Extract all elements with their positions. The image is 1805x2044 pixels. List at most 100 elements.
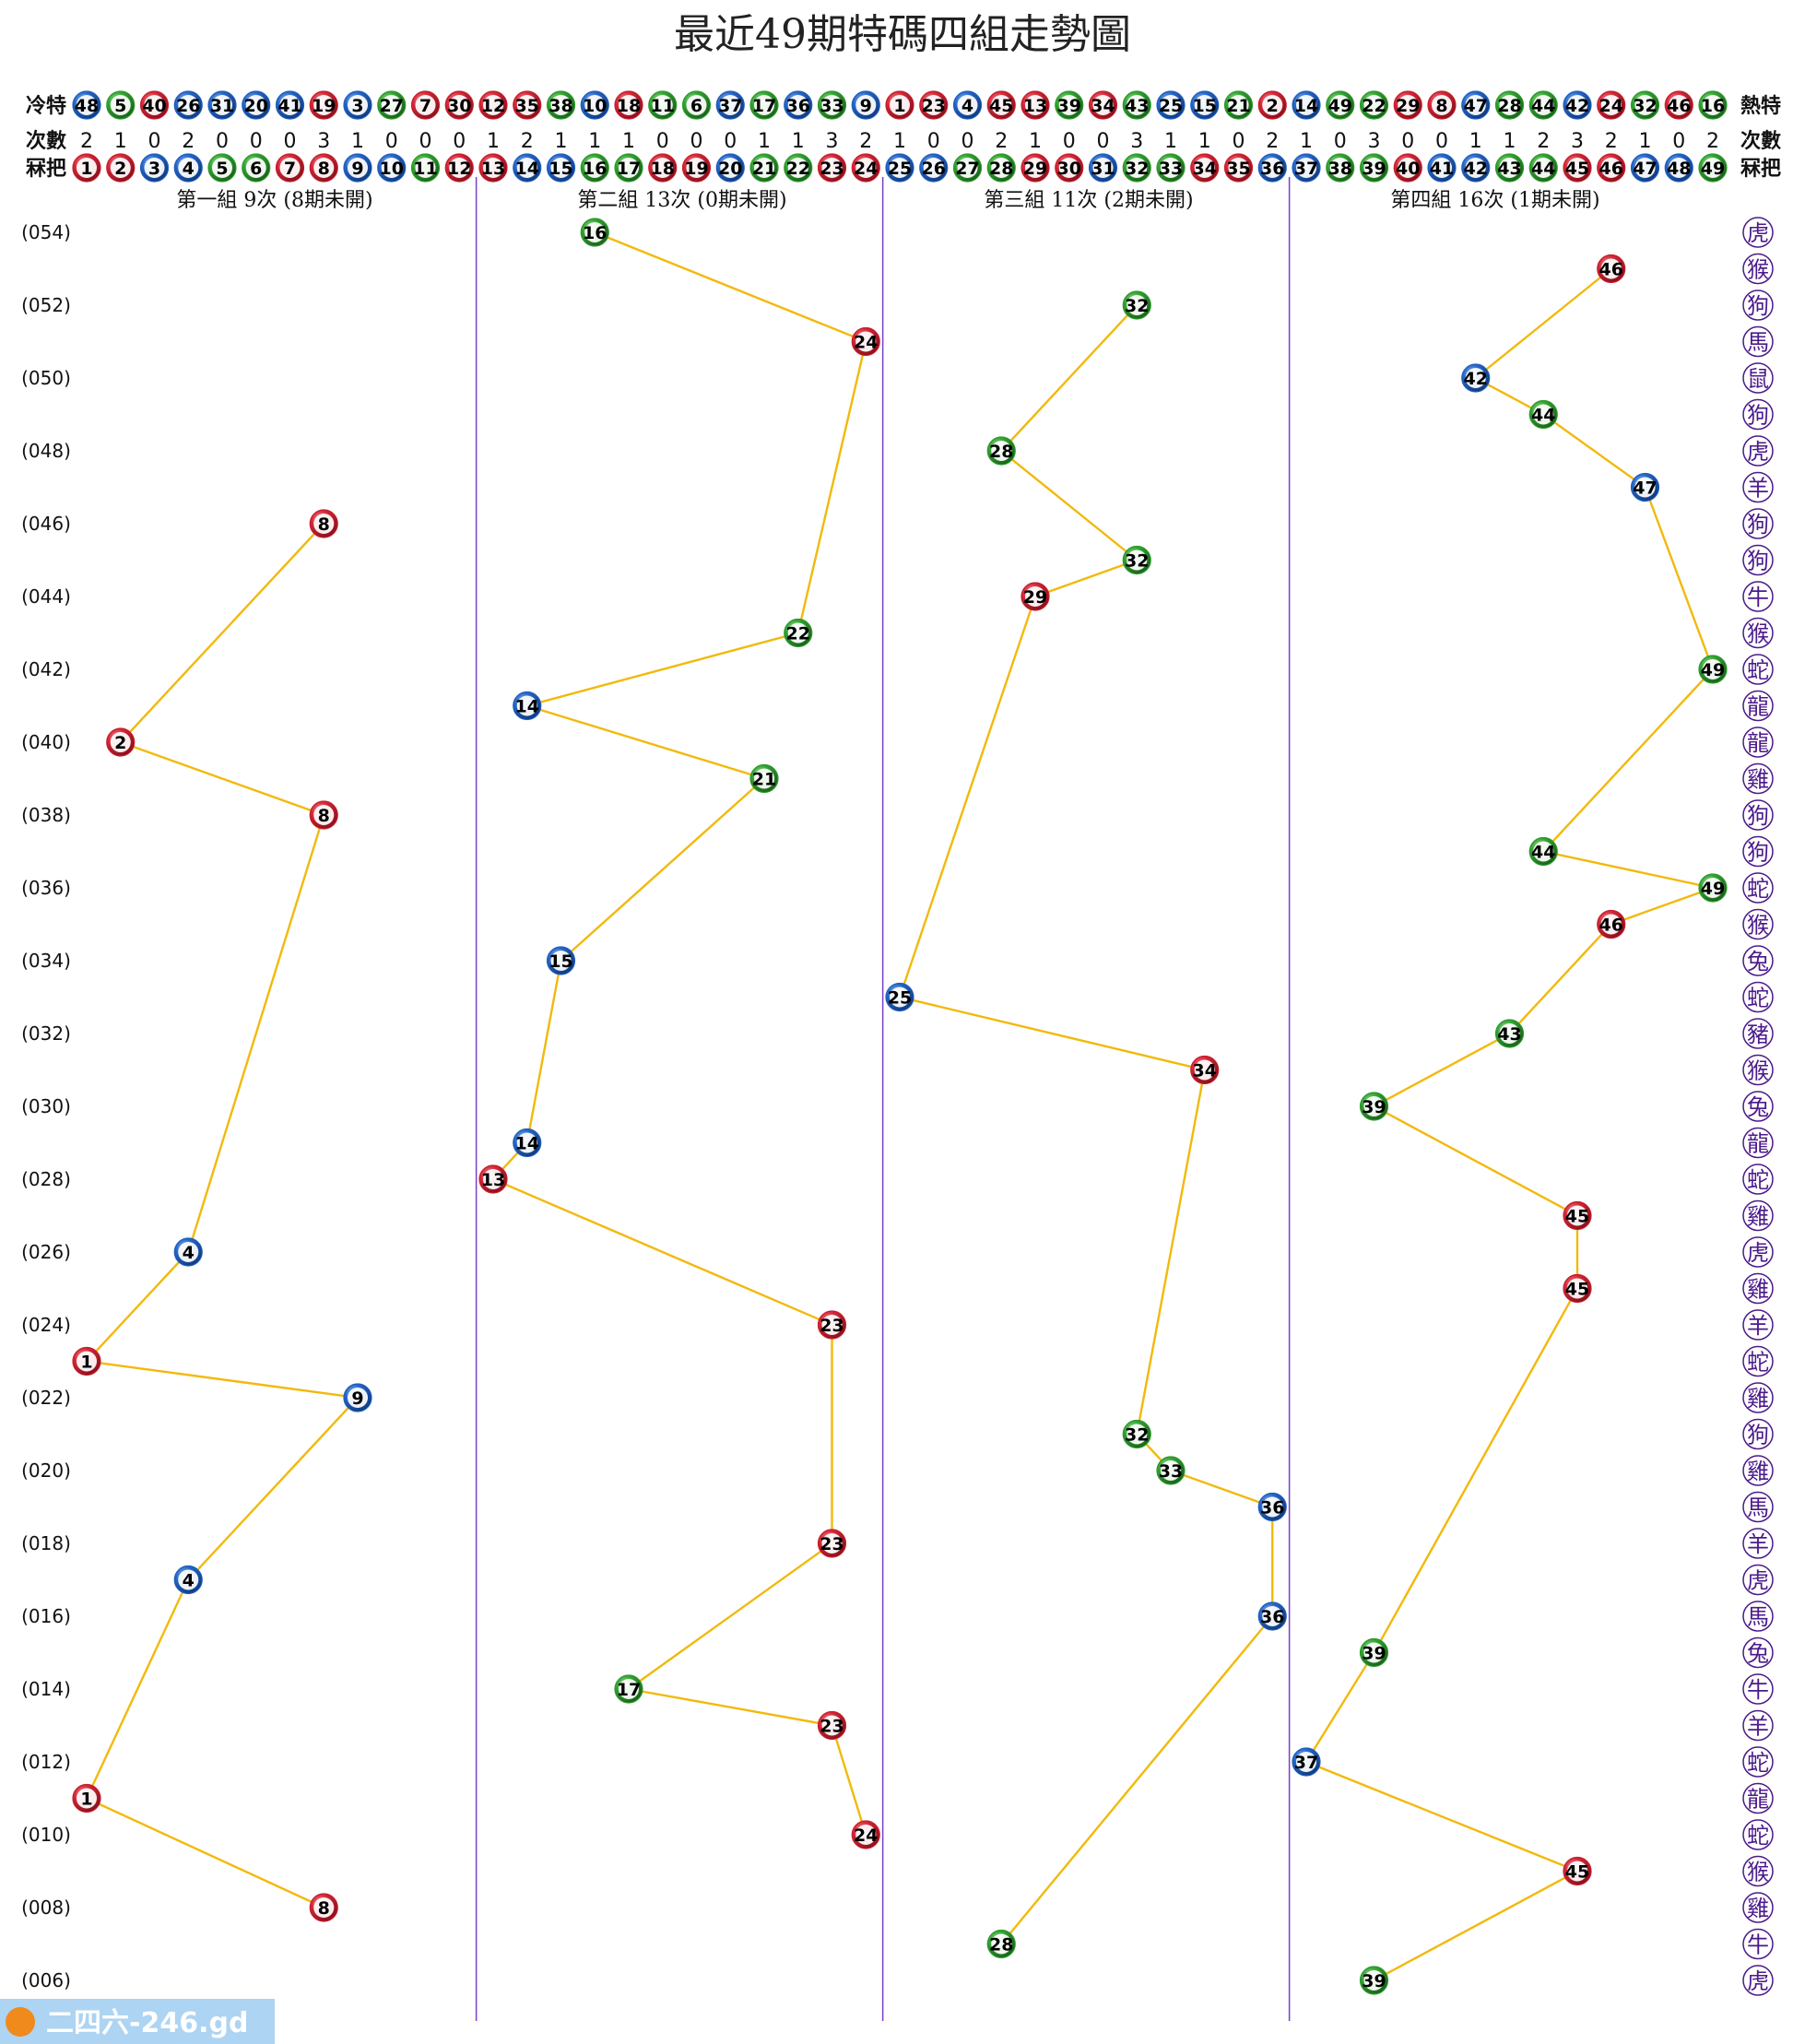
- number-ball-10-face: [381, 158, 402, 178]
- zodiac-char-052: 狗: [1747, 293, 1769, 319]
- cold-ball-21-face: [1228, 95, 1249, 115]
- zodiac-ring-011: [1742, 1782, 1774, 1814]
- period-label-028: (028): [21, 1168, 71, 1190]
- zodiac-ring-026: [1742, 1236, 1774, 1268]
- trend-ball-014: 17: [614, 1674, 643, 1704]
- count-24: 2: [859, 130, 872, 153]
- number-ball-47-face: [1634, 158, 1656, 178]
- number-ball-24: 24: [851, 153, 880, 183]
- zodiac-ring-014: [1742, 1673, 1774, 1705]
- cold-ball-44: 44: [1528, 90, 1558, 120]
- trend-ball-038-face: [313, 805, 335, 825]
- trend-ball-018-number: 23: [820, 1534, 844, 1554]
- period-label-006: (006): [21, 1969, 71, 1991]
- number-ball-11-number: 11: [413, 159, 437, 179]
- number-ball-6: 6: [242, 153, 271, 183]
- zodiac-ring-040: [1742, 727, 1774, 758]
- trend-ball-023-number: 1: [80, 1353, 92, 1373]
- trend-ball-011-number: 1: [80, 1790, 92, 1810]
- zodiac-ring-015: [1742, 1636, 1774, 1669]
- trend-ball-025-face: [1567, 1278, 1587, 1299]
- trend-ball-013-number: 23: [820, 1717, 844, 1737]
- trend-ball-051-number: 24: [854, 333, 878, 353]
- count-42: 1: [1469, 130, 1482, 153]
- trend-ball-017: 4: [173, 1565, 203, 1595]
- cold-ball-14-number: 14: [1294, 96, 1318, 116]
- count-label-left: 次數: [26, 129, 66, 153]
- zodiac-ring-051: [1742, 325, 1774, 358]
- trend-ball-018: 23: [817, 1529, 847, 1558]
- number-ball-41-face: [1432, 158, 1452, 178]
- number-ball-25: 25: [885, 153, 914, 183]
- zodiac-020: 雞: [1742, 1455, 1774, 1486]
- trend-ball-010: 24: [851, 1820, 880, 1849]
- trend-ball-050-number: 42: [1464, 369, 1488, 389]
- zodiac-046: 狗: [1742, 508, 1774, 539]
- cold-ball-1: 1: [885, 90, 914, 120]
- trend-ball-033-number: 25: [888, 988, 912, 1009]
- number-ball-23: 23: [817, 153, 847, 183]
- trend-ball-027-face: [1567, 1205, 1587, 1226]
- number-ball-38-face: [1329, 158, 1351, 178]
- trend-ball-040-number: 2: [114, 733, 126, 753]
- number-ball-43-face: [1499, 158, 1520, 178]
- zodiac-char-025: 雞: [1747, 1277, 1769, 1303]
- trend-ball-050-face: [1465, 368, 1486, 388]
- trend-ball-016-number: 36: [1260, 1607, 1284, 1627]
- cold-ball-43-face: [1127, 95, 1148, 115]
- zodiac-ring-049: [1742, 398, 1774, 431]
- cold-ball-39-face: [1058, 95, 1079, 115]
- zodiac-char-006: 虎: [1747, 1968, 1769, 1994]
- number-ball-16-number: 16: [583, 159, 607, 179]
- zodiac-ring-043: [1742, 617, 1774, 649]
- period-label-016: (016): [21, 1605, 71, 1627]
- number-ball-14-number: 14: [515, 159, 539, 179]
- cold-ball-35-number: 35: [515, 96, 539, 116]
- cold-ball-7-face: [415, 95, 436, 115]
- cold-ball-33-number: 33: [820, 96, 844, 116]
- count-38: 0: [1334, 130, 1347, 153]
- cold-ball-45-number: 45: [989, 96, 1013, 116]
- cold-ball-42: 42: [1563, 90, 1592, 120]
- trend-ball-020-number: 33: [1159, 1461, 1183, 1482]
- cold-ball-28-number: 28: [1497, 96, 1521, 116]
- count-30: 0: [1063, 130, 1076, 153]
- trend-ball-018-face: [821, 1533, 843, 1554]
- zodiac-char-036: 蛇: [1747, 876, 1769, 902]
- period-label-048: (048): [21, 440, 71, 462]
- trend-ball-026-face: [178, 1242, 199, 1262]
- number-ball-20-number: 20: [718, 159, 742, 179]
- number-ball-23-face: [821, 158, 843, 178]
- trend-line-group-4: [1304, 267, 1717, 1982]
- trend-ball-036-face: [1703, 878, 1723, 898]
- cold-ball-39: 39: [1055, 90, 1084, 120]
- zodiac-char-040: 龍: [1747, 730, 1769, 756]
- cold-ball-1-face: [890, 95, 910, 115]
- trend-ball-051: 24: [851, 326, 880, 357]
- trend-ball-021-face: [1127, 1424, 1148, 1445]
- number-ball-13-number: 13: [481, 159, 505, 179]
- number-ball-49-number: 49: [1701, 159, 1725, 179]
- count-19: 0: [690, 130, 703, 153]
- trend-ball-029-number: 14: [515, 1134, 539, 1154]
- number-ball-19-face: [686, 158, 707, 178]
- cold-ball-37: 37: [715, 90, 745, 120]
- zodiac-ring-012: [1742, 1746, 1774, 1778]
- cold-ball-45-face: [991, 95, 1012, 115]
- cold-ball-47-number: 47: [1464, 96, 1488, 116]
- cold-ball-13-number: 13: [1023, 96, 1047, 116]
- count-10: 0: [385, 130, 398, 153]
- number-ball-8-number: 8: [318, 159, 330, 179]
- trend-ball-042-face: [1703, 659, 1723, 679]
- trend-ball-043-face: [787, 622, 808, 644]
- number-ball-22-face: [787, 158, 808, 178]
- period-label-008: (008): [21, 1896, 71, 1919]
- trend-ball-006-number: 39: [1362, 1971, 1386, 1991]
- number-ball-33-face: [1161, 158, 1181, 178]
- cold-ball-44-face: [1533, 95, 1554, 115]
- period-labels: (054) (052) (050) (048) (046) (044) (042) (040)…: [21, 221, 71, 1991]
- zodiac-037: 狗: [1742, 835, 1774, 868]
- cold-ball-4: 4: [952, 90, 983, 120]
- number-ball-11-face: [415, 158, 436, 178]
- cold-ball-21: 21: [1223, 90, 1254, 120]
